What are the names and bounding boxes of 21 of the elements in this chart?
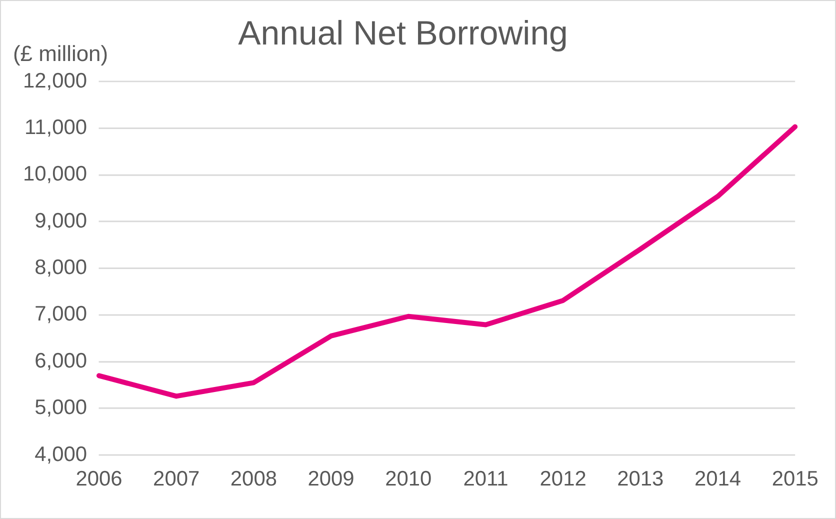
x-tick-label: 2014	[694, 467, 742, 490]
y-tick-label: 11,000	[24, 116, 88, 139]
y-tick-label: 9,000	[34, 209, 88, 232]
x-tick-label: 2010	[385, 467, 432, 490]
y-tick-label: 7,000	[34, 302, 88, 326]
x-tick-label: 2008	[230, 467, 277, 490]
x-tick-label: 2012	[540, 467, 586, 490]
y-tick-label: 6,000	[34, 349, 88, 372]
x-tick-label: 2013	[617, 467, 664, 490]
chart-title: Annual Net Borrowing	[238, 14, 568, 53]
x-tick-label: 2006	[76, 467, 122, 490]
y-tick-label: 10,000	[22, 162, 88, 186]
y-axis-title: (£ million)	[12, 40, 108, 66]
x-tick-label: 2007	[153, 467, 200, 490]
x-tick-label: 2015	[772, 467, 818, 490]
y-tick-label: 4,000	[34, 442, 88, 466]
y-tick-label: 5,000	[34, 396, 88, 420]
x-tick-label: 2009	[308, 467, 354, 490]
y-tick-label: 8,000	[34, 256, 88, 280]
y-tick-label: 12,000	[22, 69, 88, 92]
x-tick-label: 2011	[463, 467, 508, 490]
